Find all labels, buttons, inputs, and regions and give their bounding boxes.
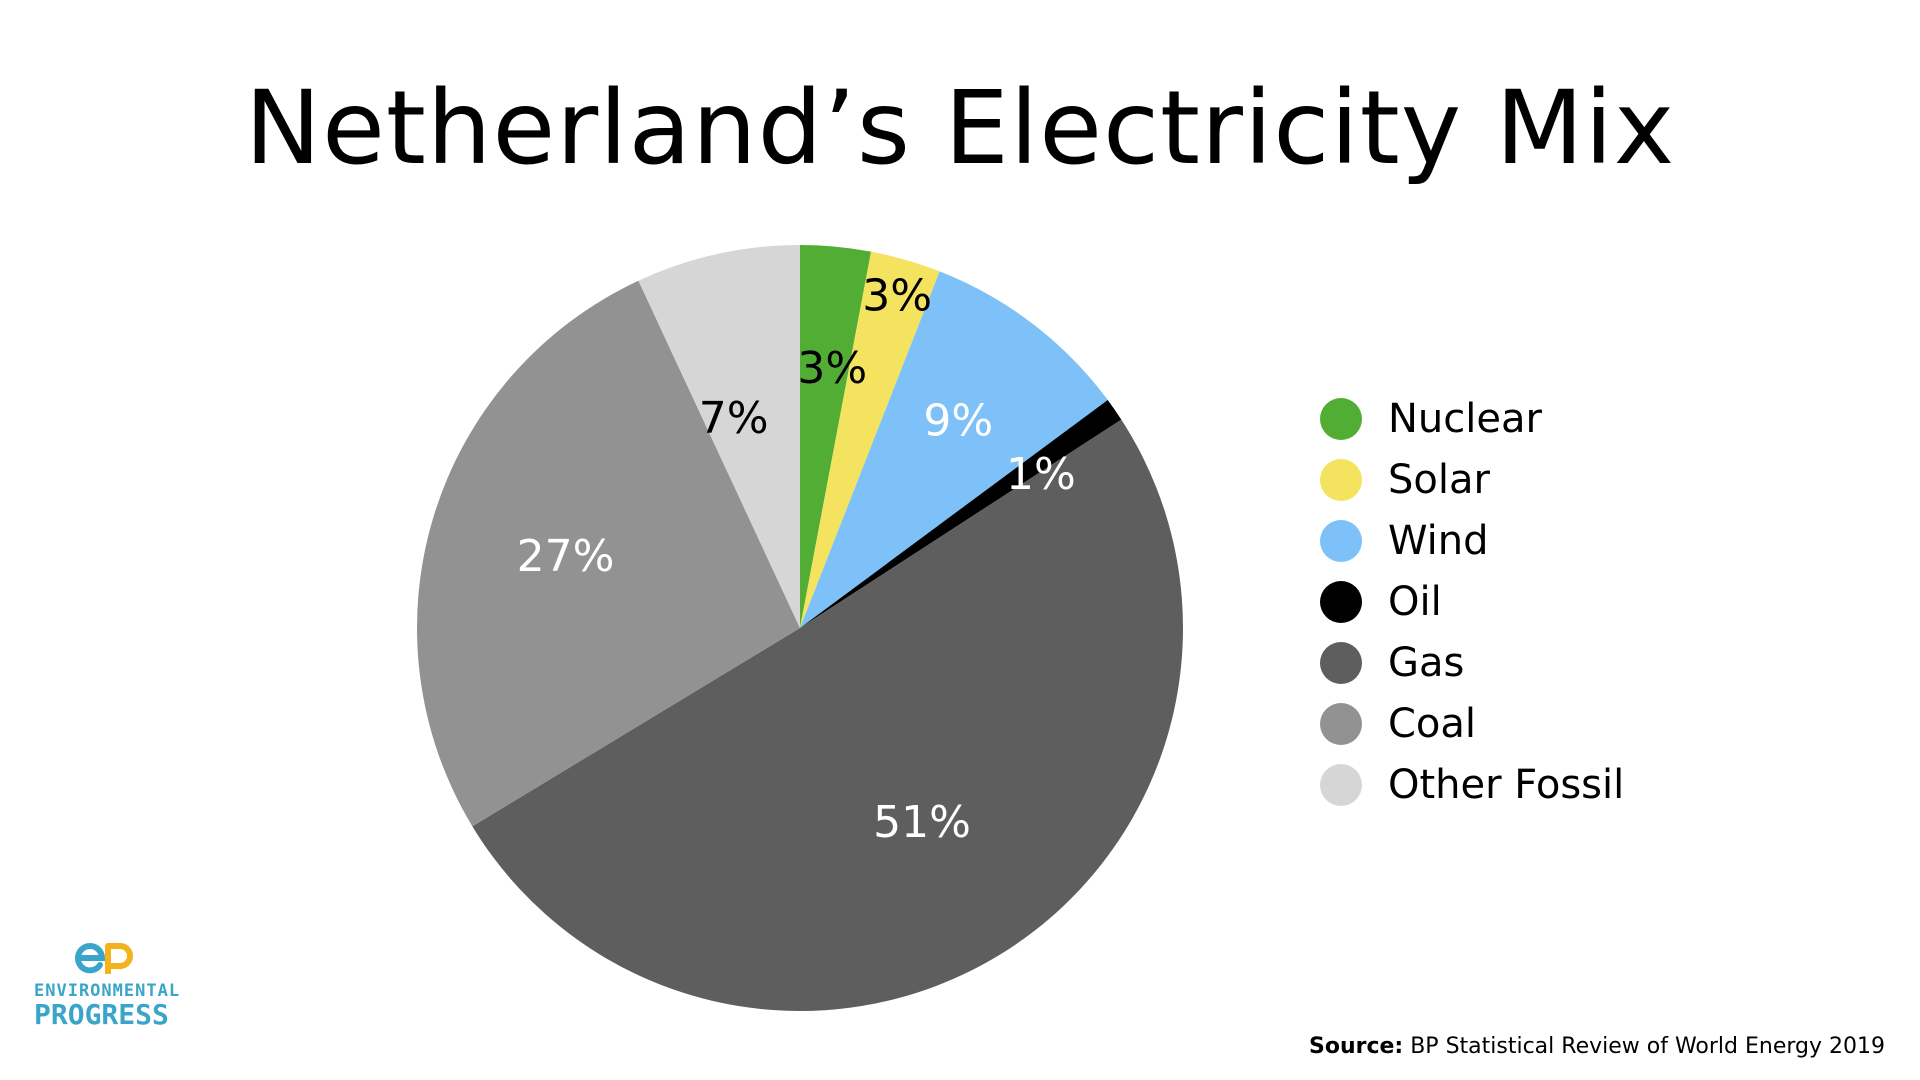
pie-label-coal: 27% [517,531,615,582]
legend-label: Oil [1388,578,1442,625]
pie-label-other-fossil: 7% [699,393,769,444]
logo-text-progress: PROGRESS [34,997,169,1031]
legend-swatch [1320,763,1362,806]
chart-title: Netherland’s Electricity Mix [244,69,1676,188]
pie-label-solar: 3% [862,271,932,322]
legend-item-wind: Wind [1320,510,1624,571]
logo-text-environmental: ENVIRONMENTAL [34,981,181,1001]
pie-slice-gas [472,419,1183,1011]
legend-swatch [1320,397,1362,440]
ep-logo-icon [75,943,133,974]
legend-swatch [1320,641,1362,684]
legend-label: Solar [1388,456,1490,503]
legend-swatch [1320,519,1362,562]
pie-slices [416,245,1183,1011]
legend-label: Coal [1388,700,1477,747]
legend-label: Other Fossil [1388,761,1625,808]
legend-item-gas: Gas [1320,632,1624,693]
pie-label-oil: 1% [1006,449,1076,500]
legend-label: Wind [1388,517,1489,564]
pie-label-gas: 51% [873,797,971,848]
environmental-progress-logo: ENVIRONMENTAL PROGRESS [34,940,184,1029]
legend-item-solar: Solar [1320,449,1624,510]
pie-slice-solar [800,251,940,628]
legend-item-nuclear: Nuclear [1320,388,1624,449]
pie-slice-other-fossil [638,245,800,628]
source-text: BP Statistical Review of World Energy 20… [1410,1034,1885,1059]
source-prefix: Source: [1308,1034,1404,1059]
pie-label-nuclear: 3% [797,343,867,394]
pie-slice-coal [416,280,800,827]
legend-label: Gas [1388,639,1465,686]
legend: Nuclear Solar Wind Oil Gas Coal Other Fossil [1320,388,1624,815]
pie-labels: 3% 3% 9% 1% 51% 27% 7% [517,271,1076,849]
source-note: Source: BP Statistical Review of World E… [1309,1034,1885,1059]
legend-item-other-fossil: Other Fossil [1320,754,1624,815]
legend-item-coal: Coal [1320,693,1624,754]
legend-swatch [1320,580,1362,623]
pie-label-wind: 9% [923,396,993,447]
legend-item-oil: Oil [1320,571,1624,632]
pie-slice-nuclear [800,245,872,628]
legend-swatch [1320,458,1362,501]
pie-slice-wind [800,271,1108,628]
legend-label: Nuclear [1388,395,1542,442]
pie-slice-oil [800,399,1122,628]
legend-swatch [1320,702,1362,745]
